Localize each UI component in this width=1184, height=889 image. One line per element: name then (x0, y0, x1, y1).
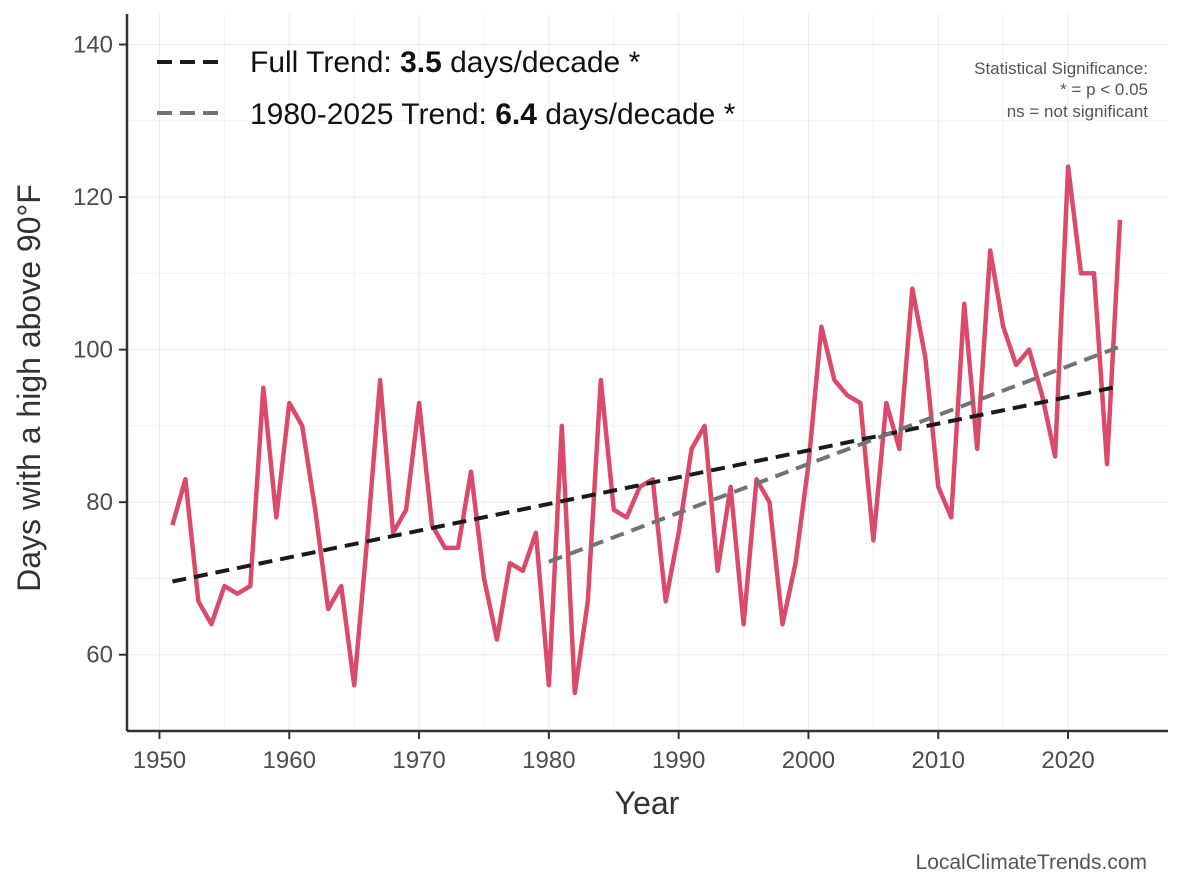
x-tick-label: 1960 (263, 747, 316, 774)
x-tick-label: 1990 (652, 747, 705, 774)
x-tick-label: 2020 (1041, 747, 1094, 774)
significance-threshold: * = p < 0.05 (1060, 80, 1148, 99)
y-tick-label: 80 (86, 489, 113, 516)
significance-note: Statistical Significance: * = p < 0.05 n… (974, 59, 1148, 121)
y-tick-label: 100 (73, 337, 113, 364)
axes (125, 14, 1168, 733)
legend: Full Trend: 3.5 days/decade * 1980-2025 … (157, 46, 736, 131)
y-tick-label: 60 (86, 642, 113, 669)
x-tick-label: 2010 (912, 747, 965, 774)
trend-line-full (171, 384, 1121, 584)
y-tick-label: 140 (73, 32, 113, 59)
source-credit: LocalClimateTrends.com (916, 851, 1147, 874)
x-tick-label: 1970 (392, 747, 445, 774)
x-axis-title: Year (615, 785, 680, 821)
series-line-observed (170, 164, 1123, 696)
x-tick-label: 2000 (782, 747, 835, 774)
legend-label-full-trend: Full Trend: 3.5 days/decade * (250, 46, 641, 79)
legend-label-recent-trend: 1980-2025 Trend: 6.4 days/decade * (250, 98, 736, 131)
significance-title: Statistical Significance: (974, 59, 1148, 78)
significance-ns: ns = not significant (1007, 102, 1149, 121)
trend-line-recent (548, 344, 1121, 564)
ticks: 1950 1960 1970 1980 1990 2000 2010 2020 60 80 100 1… (73, 32, 1095, 774)
series-layer (170, 164, 1123, 696)
x-tick-label: 1950 (133, 747, 186, 774)
y-axis-title: Days with a high above 90°F (11, 184, 47, 592)
y-tick-label: 120 (73, 184, 113, 211)
x-tick-label: 1980 (522, 747, 575, 774)
